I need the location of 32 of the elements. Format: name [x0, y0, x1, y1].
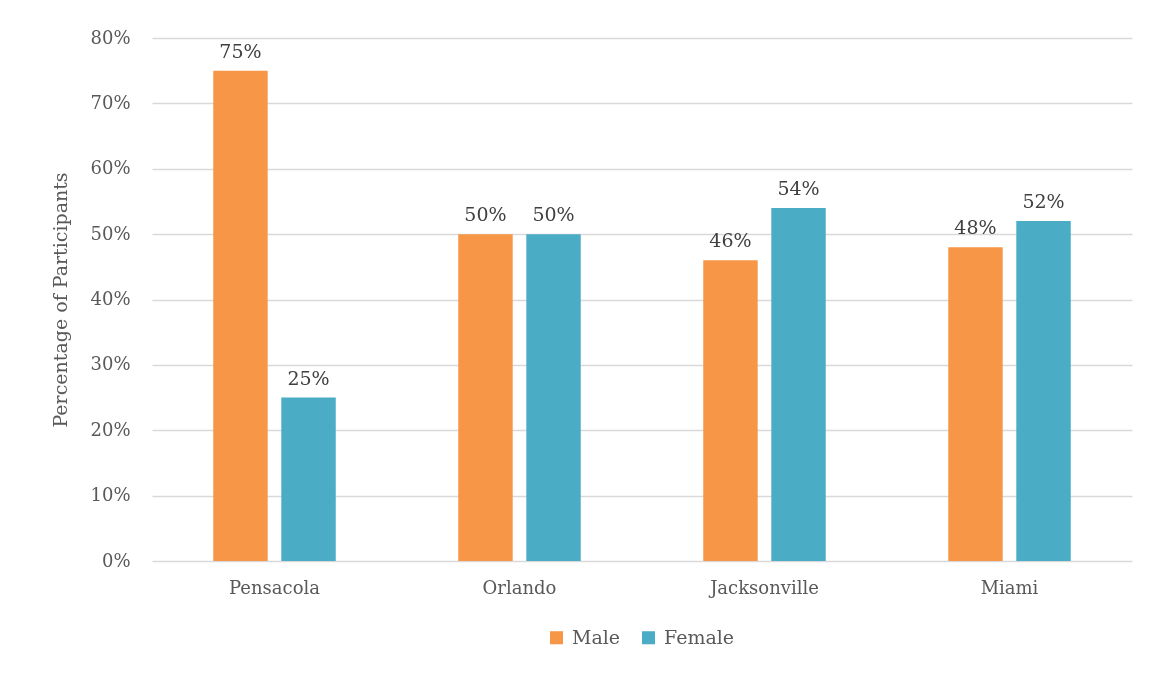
y-tick-label: 50%	[90, 222, 131, 244]
data-label: 25%	[287, 366, 330, 389]
x-tick-label: Pensacola	[229, 576, 321, 598]
bar	[948, 247, 1003, 561]
data-label: 48%	[954, 216, 997, 239]
y-tick-label: 0%	[101, 549, 131, 571]
y-tick-label: 70%	[90, 91, 131, 113]
data-label: 75%	[219, 39, 262, 62]
bar	[526, 234, 581, 561]
data-label: 46%	[709, 229, 752, 252]
data-label: 50%	[464, 203, 507, 226]
bar	[1016, 221, 1071, 561]
y-tick-label: 30%	[90, 353, 131, 375]
bar	[281, 397, 336, 561]
bar	[771, 207, 826, 561]
y-tick-label: 10%	[90, 484, 131, 506]
y-tick-label: 80%	[90, 26, 131, 48]
bar	[213, 70, 268, 561]
y-tick-label: 40%	[90, 288, 131, 309]
x-tick-label: Miami	[980, 576, 1039, 598]
bar	[458, 234, 513, 561]
bar	[703, 260, 758, 561]
y-axis-title: Percentage of Participants	[48, 172, 71, 428]
legend-label: Female	[664, 625, 735, 648]
data-label: 54%	[777, 176, 820, 199]
y-tick-label: 60%	[90, 157, 131, 179]
data-label: 52%	[1022, 190, 1065, 213]
y-tick-label: 20%	[90, 418, 131, 440]
x-tick-label: Jacksonville	[708, 576, 819, 598]
x-tick-label: Orlando	[482, 576, 557, 598]
legend-label: Male	[572, 625, 621, 648]
data-label: 50%	[532, 203, 575, 226]
